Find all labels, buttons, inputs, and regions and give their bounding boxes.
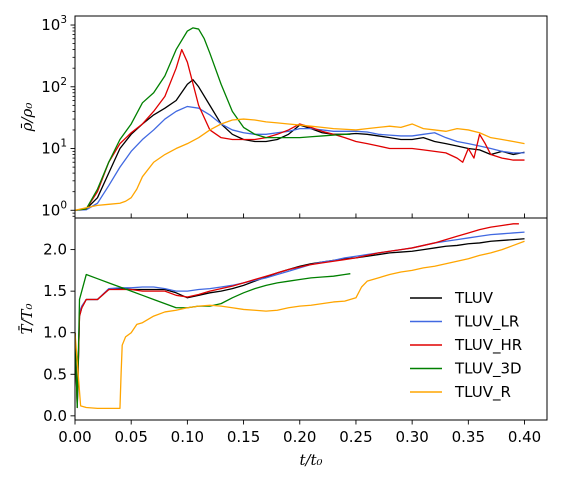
temperature-tick-label: 0.5 bbox=[43, 365, 67, 383]
temperature-y-label: T̄/T₀ bbox=[18, 303, 36, 334]
density-series-tluv-r bbox=[75, 118, 525, 211]
density-y-ticks: 100 101 102 103 bbox=[41, 14, 75, 219]
x-tick-label: 0.00 bbox=[58, 428, 91, 446]
density-series-tluv-hr bbox=[75, 48, 525, 211]
x-tick-label: 0.05 bbox=[114, 428, 147, 446]
density-series-tluv-3d bbox=[75, 27, 351, 211]
temperature-tick-label: 1.5 bbox=[43, 282, 67, 300]
density-panel: 100 101 102 103 ρ̄/ρ₀ bbox=[18, 14, 548, 219]
temperature-tick-label: 0.0 bbox=[43, 407, 67, 425]
temperature-series-tluv-hr bbox=[75, 223, 519, 409]
legend-label-tluv-3d: TLUV_3D bbox=[454, 360, 522, 379]
temperature-series-tluv-3d bbox=[75, 273, 351, 409]
x-tick-label: 0.30 bbox=[395, 428, 428, 446]
legend-label-tluv-r: TLUV_R bbox=[454, 383, 511, 402]
density-tick-label: 101 bbox=[41, 138, 67, 158]
x-axis-label: t/t₀ bbox=[299, 451, 322, 469]
density-tick-label: 102 bbox=[41, 76, 67, 96]
legend-label-tluv-hr: TLUV_HR bbox=[454, 336, 522, 355]
temperature-series-tluv-r bbox=[75, 240, 525, 410]
x-ticks: 0.00 0.05 0.10 0.15 0.20 0.25 0.30 0.35 0.40 bbox=[58, 213, 541, 446]
legend-label-tluv-lr: TLUV_LR bbox=[454, 313, 519, 332]
x-tick-label: 0.15 bbox=[227, 428, 260, 446]
temperature-lines bbox=[75, 223, 525, 410]
x-tick-label: 0.20 bbox=[283, 428, 316, 446]
x-tick-label: 0.10 bbox=[171, 428, 204, 446]
temperature-tick-label: 2.0 bbox=[43, 241, 67, 259]
x-tick-label: 0.35 bbox=[452, 428, 485, 446]
temperature-y-ticks: 0.0 0.5 1.0 1.5 2.0 bbox=[43, 241, 75, 425]
density-frame bbox=[74, 15, 548, 219]
density-lines bbox=[75, 27, 525, 211]
legend-label-tluv: TLUV bbox=[454, 289, 494, 307]
x-tick-label: 0.25 bbox=[339, 428, 372, 446]
density-series-tluv-lr bbox=[75, 105, 525, 211]
density-series-tluv bbox=[75, 79, 525, 211]
x-tick-label: 0.40 bbox=[508, 428, 541, 446]
temperature-frame bbox=[74, 217, 548, 421]
temperature-tick-label: 1.0 bbox=[43, 324, 67, 342]
temperature-panel: 0.0 0.5 1.0 1.5 2.0 T̄/T₀ bbox=[18, 217, 548, 425]
density-tick-label: 103 bbox=[41, 14, 67, 34]
density-y-label: ρ̄/ρ₀ bbox=[18, 103, 36, 133]
density-tick-label: 100 bbox=[41, 199, 67, 219]
legend: TLUV TLUV_LR TLUV_HR TLUV_3D TLUV_R bbox=[410, 289, 522, 402]
